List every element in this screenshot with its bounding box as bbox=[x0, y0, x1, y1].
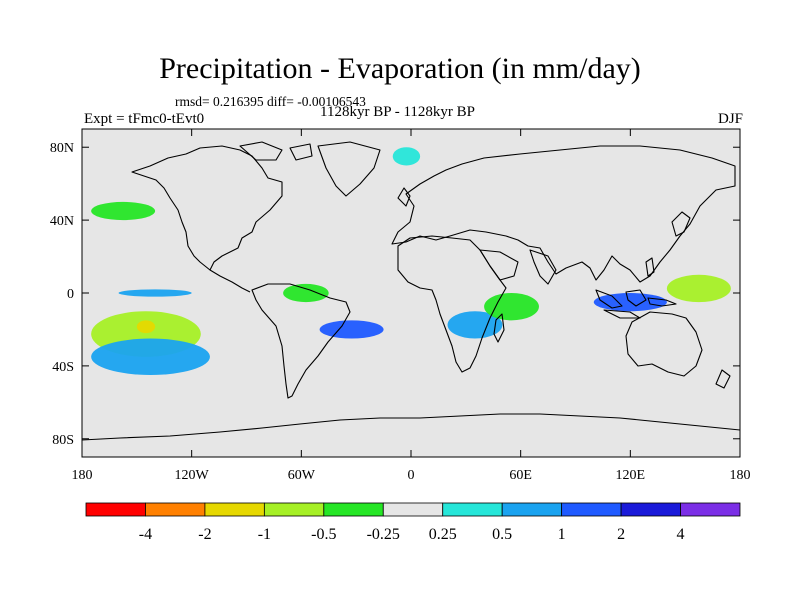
map-axes: 80N 40N 0 40S 80S 180 120W 60W 0 60E 120E 180 bbox=[50, 129, 751, 483]
coast-japan bbox=[645, 211, 691, 277]
lat-tick-label: 80S bbox=[52, 433, 74, 448]
coast-arabia bbox=[479, 249, 519, 281]
anomaly-south-pacific-dry-core bbox=[136, 320, 156, 334]
lon-tick-label: 120E bbox=[616, 468, 646, 483]
colorbar-label: 1 bbox=[558, 526, 566, 543]
anomaly-south-atlantic-convergence bbox=[319, 320, 384, 339]
lat-tick-label: 40S bbox=[52, 360, 74, 375]
lat-tick-label: 40N bbox=[50, 214, 74, 229]
colorbar-label: 2 bbox=[617, 526, 625, 543]
period-label: 1128kyr BP - 1128kyr BP bbox=[320, 104, 476, 120]
colorbar-swatch bbox=[680, 502, 741, 517]
lon-tick-label: 60W bbox=[288, 468, 316, 483]
anomaly-north-pacific-dry bbox=[91, 201, 156, 221]
experiment-label: Expt = tFmc0-tEvt0 bbox=[84, 111, 205, 127]
lat-tick-label: 0 bbox=[67, 287, 74, 302]
anomaly-equatorial-indian-ocean-dry bbox=[484, 293, 539, 321]
coast-greenland bbox=[317, 141, 381, 197]
colorbar-swatch bbox=[263, 502, 325, 517]
coast-central-america bbox=[209, 269, 251, 293]
coast-arctic-islands bbox=[239, 141, 313, 161]
plot-title: Precipitation - Evaporation (in mm/day) bbox=[159, 52, 641, 85]
lon-tick-label: 120W bbox=[175, 468, 210, 483]
colorbar-label: 0.25 bbox=[429, 526, 457, 543]
colorbar-swatch bbox=[323, 502, 384, 517]
coast-africa bbox=[397, 235, 507, 373]
colorbar-label: 0.5 bbox=[492, 526, 512, 543]
colorbar-label: -0.25 bbox=[367, 526, 400, 543]
coast-maritime-continent bbox=[595, 289, 677, 319]
coast-north-america bbox=[131, 145, 283, 271]
anomaly-arctic-wet bbox=[392, 147, 421, 166]
coast-new-zealand bbox=[715, 369, 731, 389]
colorbar-label: -1 bbox=[258, 526, 271, 543]
colorbar-swatch bbox=[501, 502, 563, 517]
coast-south-america bbox=[251, 283, 351, 399]
anomaly-layer bbox=[91, 147, 731, 375]
anomaly-southern-africa-indian-ocean-wet bbox=[447, 311, 503, 339]
coast-eurasia bbox=[391, 145, 736, 283]
colorbar-swatch bbox=[382, 502, 444, 517]
coast-india bbox=[529, 249, 557, 285]
colorbar-label: -0.5 bbox=[311, 526, 336, 543]
coast-british-isles bbox=[397, 187, 411, 207]
colorbar-swatch bbox=[204, 502, 265, 517]
coastlines bbox=[82, 141, 740, 441]
colorbar-label: -4 bbox=[139, 526, 152, 543]
lon-tick-label: 60E bbox=[509, 468, 532, 483]
anomaly-western-pacific-dry bbox=[666, 274, 731, 303]
lon-tick-label: 0 bbox=[408, 468, 415, 483]
lon-tick-label: 180 bbox=[72, 468, 93, 483]
colorbar: -4 -2 -1 -0.5 -0.25 0.25 0.5 1 2 4 bbox=[85, 502, 741, 543]
colorbar-swatch bbox=[442, 502, 503, 517]
coast-antarctica bbox=[82, 413, 740, 441]
season-label: DJF bbox=[717, 111, 743, 127]
anomaly-equatorial-central-pacific-wet bbox=[118, 289, 192, 297]
anomaly-north-atlantic-dry bbox=[301, 205, 338, 230]
colorbar-label: 4 bbox=[677, 526, 685, 543]
coast-madagascar bbox=[493, 313, 505, 343]
coast-australia bbox=[625, 311, 703, 377]
lon-tick-label: 180 bbox=[730, 468, 751, 483]
colorbar-label: -2 bbox=[198, 526, 211, 543]
lat-tick-label: 80N bbox=[50, 141, 74, 156]
colorbar-swatch bbox=[145, 502, 206, 517]
colorbar-swatch bbox=[561, 502, 622, 517]
rmsd-diff-text: rmsd= 0.216395 diff= -0.00106543 bbox=[175, 94, 366, 109]
colorbar-swatch bbox=[85, 502, 146, 517]
colorbar-swatch bbox=[620, 502, 681, 517]
anomaly-south-pacific-wet-band bbox=[91, 338, 210, 375]
anomaly-amazon-dry bbox=[283, 283, 329, 303]
